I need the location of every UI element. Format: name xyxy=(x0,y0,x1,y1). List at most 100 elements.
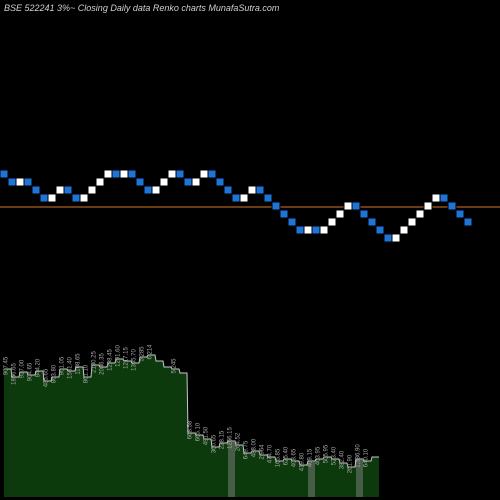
volume-label: 6,214 xyxy=(148,344,154,360)
renko-brick-up xyxy=(240,194,248,202)
volume-label: 382.40 xyxy=(340,450,346,469)
volume-label: 360.65 xyxy=(212,434,218,453)
renko-brick-up xyxy=(96,178,104,186)
volume-label: 1291.60 xyxy=(116,345,122,367)
volume-label: 408.65 xyxy=(292,448,298,467)
volume-label: 665.10 xyxy=(196,422,202,441)
renko-brick-down xyxy=(360,210,368,218)
volume-label: 1305.70 xyxy=(132,349,138,371)
volume-label: 1298.45 xyxy=(108,349,114,371)
renko-brick-up xyxy=(392,234,400,242)
volume-label: 625.40 xyxy=(284,446,290,465)
renko-brick-down xyxy=(216,178,224,186)
volume-label: 228.15 xyxy=(220,430,226,449)
volume-label: 1266.15 xyxy=(228,427,234,449)
volume-label: 419.80 xyxy=(300,452,306,471)
volume-label: 485.65 xyxy=(44,368,50,387)
renko-brick-down xyxy=(440,194,448,202)
renko-brick-down xyxy=(184,178,192,186)
renko-brick-up xyxy=(16,178,24,186)
renko-brick-down xyxy=(224,186,232,194)
volume-label: 463.95 xyxy=(316,446,322,465)
volume-label: 5,285 xyxy=(140,346,146,362)
renko-brick-down xyxy=(272,202,280,210)
renko-brick-down xyxy=(280,210,288,218)
volume-label: 640.10 xyxy=(364,448,370,467)
renko-brick-up xyxy=(120,170,128,178)
volume-label: 488.00 xyxy=(252,438,258,457)
renko-brick-up xyxy=(424,202,432,210)
volume-label: 863.80 xyxy=(52,364,58,383)
renko-brick-down xyxy=(208,170,216,178)
renko-brick-down xyxy=(352,202,360,210)
renko-brick-down xyxy=(464,218,472,226)
renko-brick-up xyxy=(400,226,408,234)
renko-brick-up xyxy=(80,194,88,202)
volume-label: 474.70 xyxy=(268,444,274,463)
renko-brick-down xyxy=(0,170,8,178)
renko-brick-up xyxy=(304,226,312,234)
renko-brick-up xyxy=(408,218,416,226)
renko-brick-down xyxy=(384,234,392,242)
renko-brick-down xyxy=(128,170,136,178)
renko-brick-up xyxy=(248,186,256,194)
renko-brick-up xyxy=(56,186,64,194)
renko-brick-up xyxy=(320,226,328,234)
renko-brick-down xyxy=(136,178,144,186)
volume-label: 1,536.90 xyxy=(356,444,362,468)
renko-brick-down xyxy=(296,226,304,234)
volume-label: 264.52 xyxy=(236,432,242,451)
renko-brick-down xyxy=(264,194,272,202)
volume-label: 261.90 xyxy=(348,454,354,473)
chart-container: BSE 522241 3%~ Closing Daily data Renko … xyxy=(0,0,500,500)
renko-brick-down xyxy=(72,194,80,202)
chart-svg: 907.451856.65927.00904.65844.20485.65863… xyxy=(0,0,500,500)
renko-brick-down xyxy=(256,186,264,194)
renko-brick-down xyxy=(448,202,456,210)
renko-brick-up xyxy=(152,186,160,194)
volume-label: 1581.40 xyxy=(68,357,74,379)
renko-brick-up xyxy=(432,194,440,202)
renko-brick-up xyxy=(160,178,168,186)
renko-brick-down xyxy=(312,226,320,234)
renko-brick-up xyxy=(336,210,344,218)
volume-label: 2086.35 xyxy=(100,353,106,375)
volume-label: 907.45 xyxy=(4,356,10,375)
chart-title: BSE 522241 3%~ Closing Daily data Renko … xyxy=(4,3,279,13)
volume-label: 165.85 xyxy=(276,448,282,467)
renko-brick-up xyxy=(48,194,56,202)
renko-brick-down xyxy=(232,194,240,202)
renko-brick-up xyxy=(104,170,112,178)
renko-brick-down xyxy=(368,218,376,226)
renko-brick-up xyxy=(88,186,96,194)
volume-label: 904.65 xyxy=(28,362,34,381)
volume-label: 5,245 xyxy=(172,358,178,374)
renko-brick-down xyxy=(24,178,32,186)
renko-brick-down xyxy=(8,178,16,186)
volume-label: 844.20 xyxy=(36,358,42,377)
renko-brick-down xyxy=(144,186,152,194)
renko-brick-up xyxy=(416,210,424,218)
volume-label: 861.10 xyxy=(84,364,90,383)
renko-brick-up xyxy=(168,170,176,178)
renko-brick-down xyxy=(32,186,40,194)
renko-brick-up xyxy=(328,218,336,226)
volume-label: 523.40 xyxy=(332,446,338,465)
renko-brick-down xyxy=(456,210,464,218)
renko-brick-down xyxy=(376,226,384,234)
renko-brick-down xyxy=(288,218,296,226)
volume-label: 649.75 xyxy=(244,440,250,459)
volume-label: 409.15 xyxy=(308,448,314,467)
renko-brick-down xyxy=(112,170,120,178)
renko-brick-down xyxy=(64,186,72,194)
volume-label: 1217.15 xyxy=(124,347,130,369)
renko-brick-up xyxy=(344,202,352,210)
volume-label: 2180.25 xyxy=(92,351,98,373)
renko-brick-up xyxy=(200,170,208,178)
renko-brick-down xyxy=(40,194,48,202)
volume-label: 927.00 xyxy=(20,359,26,378)
renko-brick-up xyxy=(192,178,200,186)
volume-label: 491.50 xyxy=(204,426,210,445)
volume-label: 505.95 xyxy=(324,444,330,463)
volume-label: 1108.65 xyxy=(76,353,82,375)
